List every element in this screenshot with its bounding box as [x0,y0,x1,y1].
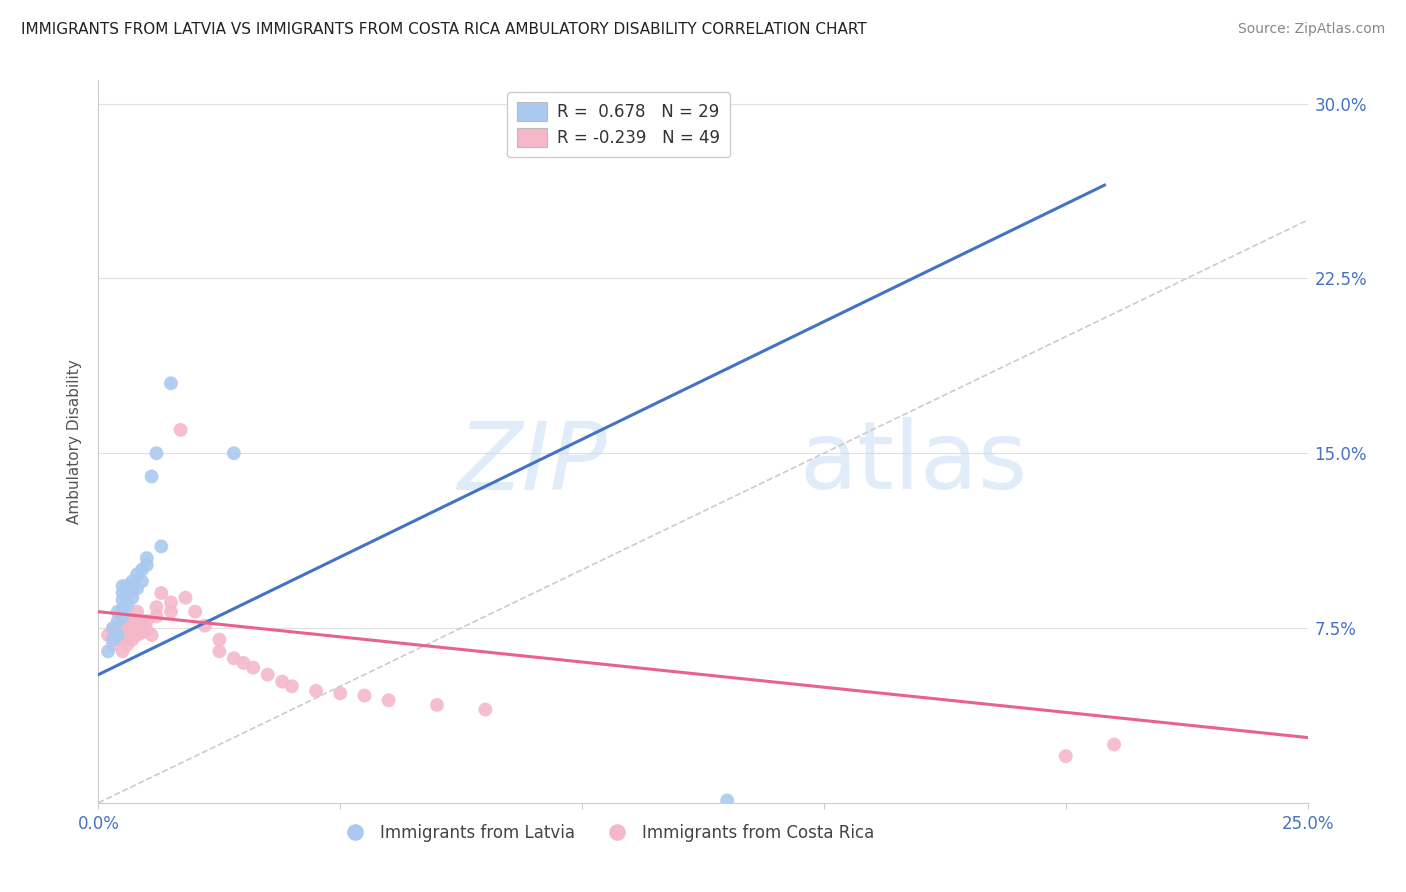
Point [145,446,167,460]
Point [121,612,143,626]
Point [232,656,254,670]
Point [208,632,231,647]
Point [281,679,304,693]
Point [111,632,134,647]
Point [141,628,163,642]
Y-axis label: Ambulatory Disability: Ambulatory Disability [67,359,83,524]
Point [127,628,149,642]
Point [150,586,173,600]
Point [135,558,157,572]
Point [131,563,153,577]
Point [117,598,139,612]
Point [117,609,139,624]
Text: Source: ZipAtlas.com: Source: ZipAtlas.com [1237,22,1385,37]
Point [145,600,167,615]
Point [1102,738,1125,752]
Point [377,693,399,707]
Point [111,625,134,640]
Point [101,624,124,638]
Point [141,469,163,483]
Point [127,567,149,582]
Point [169,423,191,437]
Point [117,621,139,635]
Point [121,591,143,605]
Point [127,618,149,632]
Point [101,621,124,635]
Point [117,579,139,593]
Point [107,605,129,619]
Point [121,574,143,589]
Point [127,605,149,619]
Point [150,540,173,554]
Point [426,698,449,712]
Text: ZIP: ZIP [457,417,606,508]
Text: atlas: atlas [800,417,1028,509]
Point [117,586,139,600]
Point [208,644,231,658]
Point [121,624,143,638]
Point [117,628,139,642]
Point [131,574,153,589]
Point [111,602,134,616]
Point [107,621,129,635]
Point [111,579,134,593]
Point [242,660,264,674]
Point [107,632,129,647]
Legend: Immigrants from Latvia, Immigrants from Costa Rica: Immigrants from Latvia, Immigrants from … [332,817,880,848]
Point [353,689,375,703]
Point [174,591,197,605]
Point [111,616,134,631]
Point [222,651,245,665]
Point [329,686,352,700]
Point [160,376,183,391]
Point [145,609,167,624]
Point [111,586,134,600]
Point [111,609,134,624]
Point [107,614,129,628]
Point [117,637,139,651]
Point [194,618,217,632]
Point [127,582,149,596]
Point [101,637,124,651]
Point [111,644,134,658]
Text: IMMIGRANTS FROM LATVIA VS IMMIGRANTS FROM COSTA RICA AMBULATORY DISABILITY CORRE: IMMIGRANTS FROM LATVIA VS IMMIGRANTS FRO… [21,22,868,37]
Point [160,595,183,609]
Point [135,614,157,628]
Point [97,628,120,642]
Point [305,684,328,698]
Point [184,605,207,619]
Point [135,551,157,566]
Point [135,624,157,638]
Point [1054,749,1077,764]
Point [222,446,245,460]
Point [101,632,124,647]
Point [256,667,278,681]
Point [716,793,738,807]
Point [271,674,294,689]
Point [160,605,183,619]
Point [131,614,153,628]
Point [107,628,129,642]
Point [97,644,120,658]
Point [474,702,496,716]
Point [121,632,143,647]
Point [121,583,143,598]
Point [131,625,153,640]
Point [111,593,134,607]
